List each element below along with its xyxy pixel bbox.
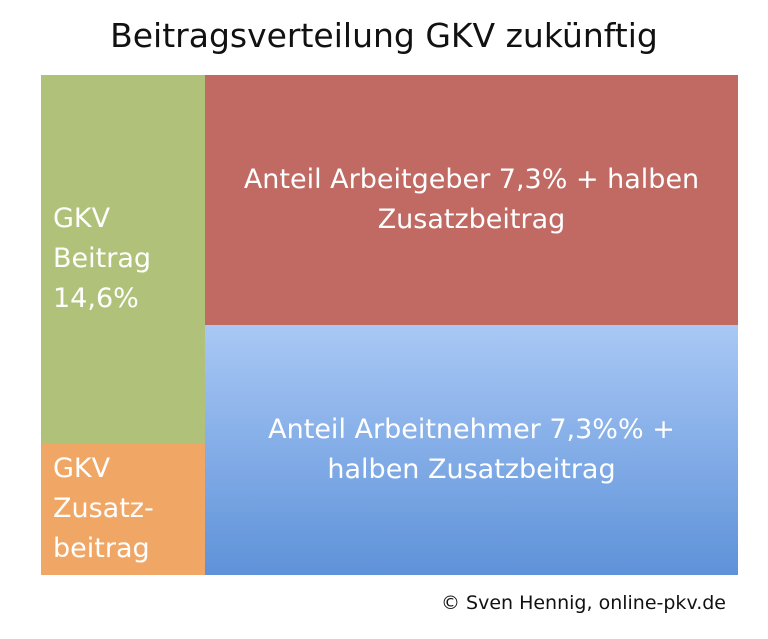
label-line: halben Zusatzbeitrag <box>327 454 616 485</box>
label-line: Zusatz- <box>53 493 154 524</box>
arbeitgeber-block: Anteil Arbeitgeber 7,3% + halben Zusatzb… <box>205 75 738 325</box>
label-line: GKV <box>53 203 111 234</box>
gkv-beitrag-block: GKV Beitrag 14,6% <box>41 75 205 443</box>
zusatzbeitrag-block: GKV Zusatz- beitrag <box>41 443 205 575</box>
arbeitnehmer-block: Anteil Arbeitnehmer 7,3%% + halben Zusat… <box>205 325 738 575</box>
label-line: Anteil Arbeitgeber 7,3% + halben <box>243 164 700 195</box>
label-line: Anteil Arbeitnehmer 7,3%% + <box>268 414 675 445</box>
label-line: Beitrag <box>53 243 152 274</box>
label-line: GKV <box>53 453 111 484</box>
label-line: Zusatzbeitrag <box>377 204 566 235</box>
credit: © Sven Hennig, online-pkv.de <box>440 592 726 614</box>
title: Beitragsverteilung GKV zukünftig <box>110 16 658 55</box>
label-line: beitrag <box>53 533 150 564</box>
label-line: 14,6% <box>53 283 139 314</box>
